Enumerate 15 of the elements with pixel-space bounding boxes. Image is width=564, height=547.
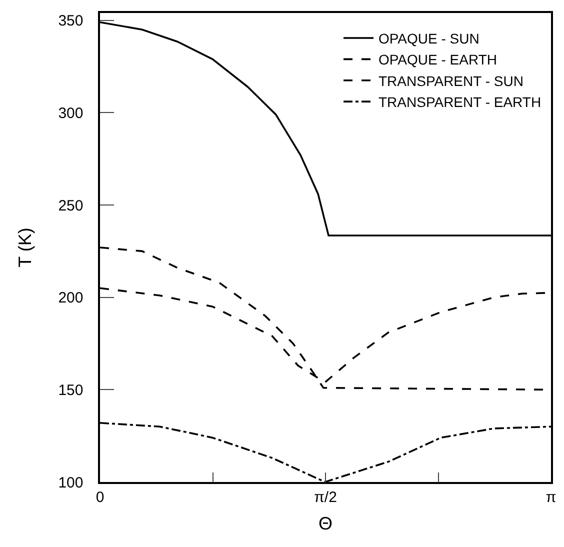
x-tick-label: π/2 xyxy=(314,488,337,506)
y-tick-label: 350 xyxy=(58,12,84,30)
x-axis-title: Θ xyxy=(318,513,333,534)
x-tick-label: π xyxy=(546,488,556,506)
y-tick-label: 300 xyxy=(58,104,84,122)
legend-label: TRANSPARENT - SUN xyxy=(378,72,524,89)
legend-label: TRANSPARENT - EARTH xyxy=(378,94,542,110)
y-tick-label: 200 xyxy=(58,290,84,307)
x-tick-label: 0 xyxy=(96,488,104,506)
y-tick-label: 100 xyxy=(58,474,84,492)
y-axis-title: T (K) xyxy=(14,228,35,268)
y-tick-label: 250 xyxy=(58,197,84,214)
y-tick-label: 150 xyxy=(58,382,84,399)
legend-label: OPAQUE - EARTH xyxy=(378,52,498,68)
legend-label: OPAQUE - SUN xyxy=(378,30,480,46)
